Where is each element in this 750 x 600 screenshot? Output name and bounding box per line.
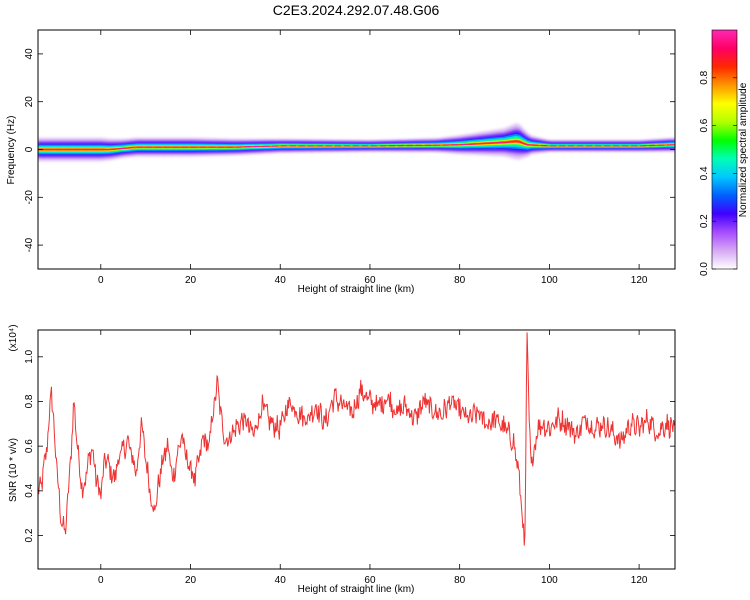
colorbar-frame <box>711 29 738 270</box>
spectrogram-frame <box>37 29 676 270</box>
colorbar-tick-label: 0.6 <box>699 118 710 132</box>
snr-x-tick-label: 60 <box>364 575 376 586</box>
colorbar-tick-label: 0.4 <box>699 166 710 180</box>
spectrogram-y-tick-label: -20 <box>24 190 35 205</box>
spectrogram-peak-ridge <box>38 140 675 151</box>
spectrogram-xlabel: Height of straight line (km) <box>298 284 415 295</box>
spectrogram-y-tick-label: -40 <box>24 237 35 252</box>
snr-x-tick-label: 80 <box>454 575 466 586</box>
colorbar: 0.0 0.2 0.4 0.6 0.8 Normalized spectral ampl… <box>699 29 749 276</box>
spectrogram-x-tick-label: 0 <box>98 275 104 286</box>
snr-plot-area <box>38 330 675 569</box>
snr-frame <box>37 329 676 570</box>
snr-xlabel: Height of straight line (km) <box>298 584 415 595</box>
spectrogram-y-tick-label: 40 <box>24 48 35 60</box>
snr-y-tick-label: 0.8 <box>24 394 35 408</box>
snr-y-tick-label: 0.2 <box>24 528 35 542</box>
snr-axis-ticks: 0 20 40 60 80 100 120 0.2 0.4 0.6 0.8 1.0 <box>24 330 675 586</box>
snr-y-tick-label: 0.4 <box>24 483 35 497</box>
spectrogram-heat-layer <box>38 123 675 162</box>
spectrogram-y-tick-label: 0 <box>24 146 35 152</box>
spectrogram-panel: 0 20 40 60 80 100 120 -40 -20 0 20 40 Height of str… <box>6 29 676 295</box>
snr-x-tick-label: 100 <box>541 575 558 586</box>
spectrogram-x-tick-label: 40 <box>275 275 287 286</box>
snr-ylabel: SNR (10 * v/v) <box>8 438 19 502</box>
spectrogram-x-tick-label: 60 <box>364 275 376 286</box>
spectrogram-x-tick-label: 80 <box>454 275 466 286</box>
spectrogram-x-tick-label: 120 <box>631 275 648 286</box>
snr-y-tick-label: 1.0 <box>24 349 35 363</box>
snr-y-tick-label: 0.6 <box>24 439 35 453</box>
snr-y-multiplier: (x10⁴) <box>8 324 19 351</box>
spectrogram-x-tick-label: 20 <box>185 275 197 286</box>
colorbar-tick-label: 0.0 <box>699 262 710 276</box>
spectrogram-x-tick-label: 100 <box>541 275 558 286</box>
colorbar-tick-label: 0.2 <box>699 214 710 228</box>
snr-series-line <box>38 332 675 546</box>
colorbar-tick-label: 0.8 <box>699 70 710 84</box>
spectrogram-y-tick-label: 20 <box>24 96 35 108</box>
spectrogram-axis-ticks: 0 20 40 60 80 100 120 -40 -20 0 20 40 <box>24 30 675 286</box>
colorbar-ticks: 0.0 0.2 0.4 0.6 0.8 <box>699 70 737 276</box>
snr-x-tick-label: 40 <box>275 575 287 586</box>
colorbar-label: Normalized spectral amplitude <box>738 82 749 217</box>
spectrogram-ylabel: Frequency (Hz) <box>6 116 17 185</box>
snr-x-tick-label: 120 <box>631 575 648 586</box>
snr-panel: 0 20 40 60 80 100 120 0.2 0.4 0.6 0.8 1.0 Height of… <box>8 324 676 595</box>
page-title: C2E3.2024.292.07.48.G06 <box>273 2 440 18</box>
snr-x-tick-label: 0 <box>98 575 104 586</box>
colorbar-gradient <box>712 30 737 269</box>
snr-x-tick-label: 20 <box>185 575 197 586</box>
